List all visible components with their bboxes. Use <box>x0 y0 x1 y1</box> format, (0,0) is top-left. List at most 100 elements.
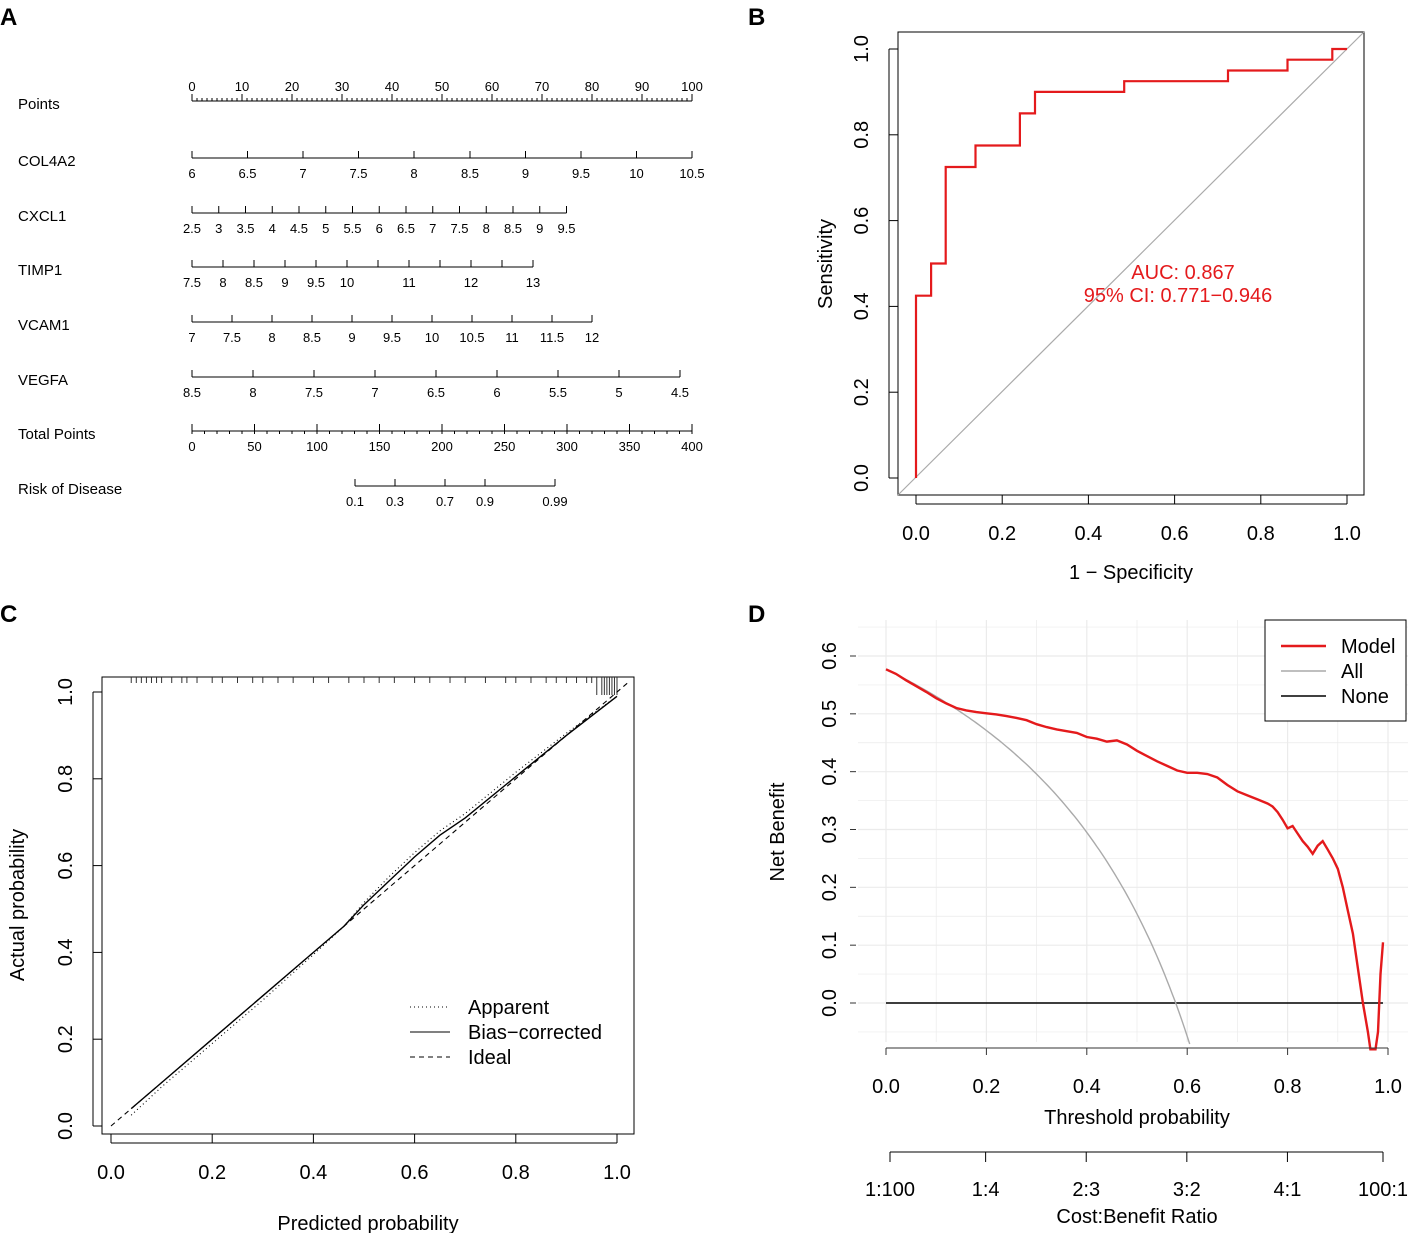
plot-frame <box>101 676 635 1135</box>
nomogram-tick-label: 8 <box>410 166 417 181</box>
x-tick-label: 0.0 <box>902 523 930 545</box>
nomogram-tick-label: 0.3 <box>386 494 404 509</box>
panel-label-d: D <box>748 601 765 628</box>
nomogram-tick-label: 4 <box>269 221 276 236</box>
nomogram-tick-label: 8.5 <box>183 385 201 400</box>
nomogram-tick-label: 6 <box>188 166 195 181</box>
nomogram-tick-label: 40 <box>385 79 399 94</box>
model-curve <box>885 668 1385 1051</box>
nomogram-tick-label: 4.5 <box>290 221 308 236</box>
plot-frame <box>897 31 1365 496</box>
nomogram-tick-label: 7.5 <box>305 385 323 400</box>
nomogram-tick-label: 8.5 <box>303 330 321 345</box>
nomogram-tick-label: 11 <box>402 275 416 290</box>
x-tick-label: 0.0 <box>872 1076 900 1098</box>
y-tick-label: 0.8 <box>851 121 873 149</box>
nomogram-tick-label: 8.5 <box>245 275 263 290</box>
y-tick-label: 0.2 <box>851 378 873 406</box>
nomogram-tick-label: 300 <box>556 439 578 454</box>
nomogram-tick-label: 8 <box>219 275 226 290</box>
nomogram-tick-label: 5.5 <box>549 385 567 400</box>
nomogram-tick-label: 7.5 <box>223 330 241 345</box>
x-tick-label: 0.6 <box>1173 1076 1201 1098</box>
x-tick-label: 0.8 <box>502 1162 530 1184</box>
y-axis-title: Sensitivity <box>815 219 837 309</box>
x-tick-label: 0.2 <box>988 523 1016 545</box>
cost-benefit-tick-label: 1:4 <box>972 1179 1000 1201</box>
calibration-line-ideal <box>110 680 630 1127</box>
nomogram-tick-label: 9.5 <box>572 166 590 181</box>
nomogram-tick-label: 6 <box>493 385 500 400</box>
nomogram-tick-label: 100 <box>681 79 703 94</box>
nomogram-tick-label: 10.5 <box>459 330 484 345</box>
x-tick-label: 0.2 <box>198 1162 226 1184</box>
nomogram-tick-label: 0.9 <box>476 494 494 509</box>
y-tick-label: 0.6 <box>819 642 841 670</box>
nomogram-tick-label: 250 <box>494 439 516 454</box>
x-tick-label: 0.4 <box>1073 1076 1101 1098</box>
nomogram-tick-label: 4.5 <box>671 385 689 400</box>
nomogram-label: Total Points <box>18 426 96 443</box>
y-tick-label: 0.6 <box>55 852 77 880</box>
y-tick-label: 0.2 <box>819 873 841 901</box>
y-tick-label: 0.3 <box>819 816 841 844</box>
x-tick-label: 0.6 <box>1161 523 1189 545</box>
nomogram-tick-label: 9 <box>281 275 288 290</box>
nomogram-label: Risk of Disease <box>18 481 122 498</box>
nomogram-tick-label: 9.5 <box>557 221 575 236</box>
nomogram-tick-label: 10 <box>340 275 354 290</box>
y-tick-label: 0.4 <box>819 758 841 786</box>
roc-panel: 0.0 0.2 0.4 0.6 0.8 1.0 0.0 0.2 0.4 0.6 0.8 1.0 1 − … <box>815 31 1365 584</box>
nomogram-tick-label: 6.5 <box>238 166 256 181</box>
y-tick-label: 0.1 <box>819 931 841 959</box>
nomogram-tick-label: 20 <box>285 79 299 94</box>
nomogram-tick-label: 80 <box>585 79 599 94</box>
y-tick-label: 0.0 <box>851 464 873 492</box>
nomogram-tick-label: 50 <box>247 439 261 454</box>
nomogram-tick-label: 11 <box>505 330 519 345</box>
y-tick-label: 0.4 <box>851 292 873 320</box>
nomogram-tick-label: 0.1 <box>346 494 364 509</box>
x-axis-title: Threshold probability <box>1044 1107 1230 1129</box>
legend-label: All <box>1341 661 1363 683</box>
nomogram-label: TIMP1 <box>18 262 62 279</box>
decision-curve-panel: 0.0 0.2 0.4 0.6 0.8 1.0 0.0 0.1 0.2 0.3 0.4 0.5 0.6 T… <box>767 619 1408 1228</box>
x-tick-label: 1.0 <box>1333 523 1361 545</box>
nomogram-tick-label: 7 <box>371 385 378 400</box>
nomogram-tick-label: 12 <box>464 275 478 290</box>
nomogram-tick-label: 8 <box>268 330 275 345</box>
nomogram-tick-label: 9.5 <box>383 330 401 345</box>
y-tick-label: 0.6 <box>851 207 873 235</box>
nomogram-tick-label: 8.5 <box>504 221 522 236</box>
nomogram-tick-label: 90 <box>635 79 649 94</box>
nomogram-tick-label: 6 <box>376 221 383 236</box>
calibration-panel: 0.0 0.2 0.4 0.6 0.8 1.0 0.0 0.2 0.4 0.6 0.8 1.0 Pred… <box>7 676 635 1233</box>
auc-annotation: AUC: 0.867 <box>1131 262 1234 284</box>
y-tick-label: 1.0 <box>55 678 77 706</box>
x-tick-label: 1.0 <box>603 1162 631 1184</box>
nomogram-tick-label: 5.5 <box>343 221 361 236</box>
y-tick-label: 1.0 <box>851 35 873 63</box>
nomogram-label: VEGFA <box>18 372 68 389</box>
cost-benefit-tick-label: 4:1 <box>1274 1179 1302 1201</box>
nomogram-tick-label: 10 <box>629 166 643 181</box>
roc-curve-line <box>914 47 1347 478</box>
nomogram-tick-label: 8 <box>249 385 256 400</box>
nomogram-tick-label: 200 <box>431 439 453 454</box>
cost-benefit-tick-label: 2:3 <box>1072 1179 1100 1201</box>
x-tick-label: 0.6 <box>401 1162 429 1184</box>
nomogram-tick-label: 8 <box>483 221 490 236</box>
nomogram-tick-label: 6.5 <box>427 385 445 400</box>
x-axis-title: 1 − Specificity <box>1069 562 1193 584</box>
y-axis-title: Net Benefit <box>767 782 789 881</box>
nomogram-tick-label: 7.5 <box>450 221 468 236</box>
calibration-line-apparent <box>130 695 618 1116</box>
nomogram-tick-label: 0 <box>188 439 195 454</box>
nomogram-tick-label: 11.5 <box>540 330 564 345</box>
nomogram-tick-label: 9 <box>348 330 355 345</box>
nomogram-tick-label: 0.7 <box>436 494 454 509</box>
x-tick-label: 0.4 <box>1074 523 1102 545</box>
nomogram-tick-label: 400 <box>681 439 703 454</box>
